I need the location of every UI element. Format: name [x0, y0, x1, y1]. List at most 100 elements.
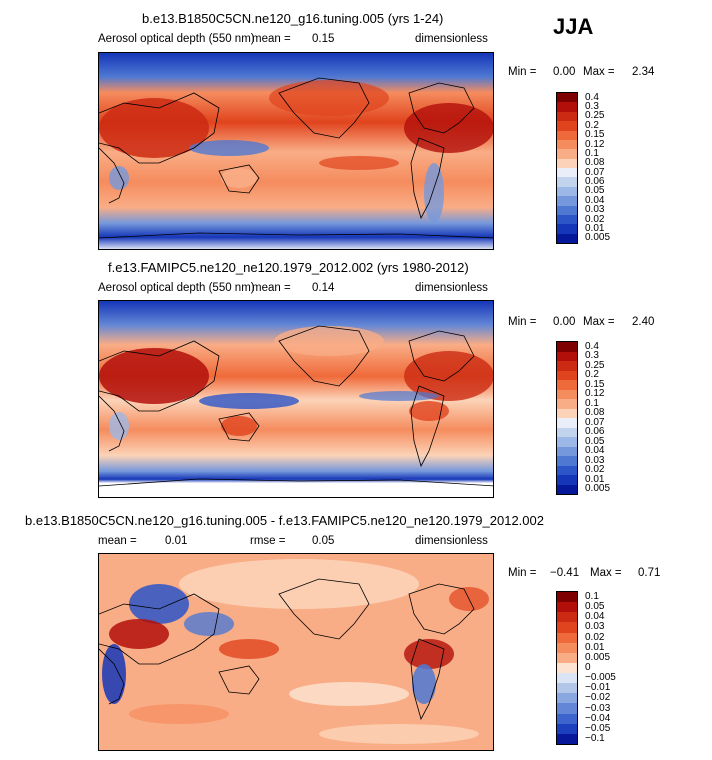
colorbar-tick-label: 0.25 — [585, 110, 605, 122]
panel2-units: dimensionless — [415, 282, 488, 294]
colorbar-tick-label: 0.02 — [585, 213, 605, 225]
colorbar-tick-label: 0.01 — [585, 641, 605, 653]
colorbar-tick-label: 0.04 — [585, 445, 605, 457]
colorbar-segment — [557, 370, 577, 380]
colorbar-segment — [557, 602, 577, 613]
colorbar-tick-label: 0.12 — [585, 138, 605, 150]
colorbar-segment — [557, 456, 577, 466]
colorbar-tick-label: 0.08 — [585, 157, 605, 169]
colorbar-segment — [557, 121, 577, 131]
colorbar-segment — [557, 622, 577, 633]
colorbar-segment — [557, 703, 577, 714]
colorbar-tick-label: 0.01 — [585, 222, 605, 234]
colorbar-tick-label: 0.4 — [585, 340, 599, 352]
panel2-title: f.e13.FAMIPC5.ne120_ne120.1979_2012.002 … — [108, 260, 469, 275]
panel3-rmse-value: 0.05 — [312, 535, 335, 547]
colorbar-segment — [557, 418, 577, 428]
panel1-title: b.e13.B1850C5CN.ne120_g16.tuning.005 (yr… — [142, 11, 444, 26]
panel3-max-value: 0.71 — [638, 567, 661, 579]
colorbar-segment — [557, 389, 577, 399]
panel1-map — [98, 52, 494, 250]
panel3-min-label: Min = — [508, 567, 537, 579]
panel1-units: dimensionless — [415, 33, 488, 45]
colorbar-tick-label: −0.1 — [585, 732, 605, 744]
colorbar-segment — [557, 437, 577, 447]
colorbar-segment — [557, 158, 577, 168]
colorbar-tick-label: 0.15 — [585, 378, 605, 390]
panel2-max-value: 2.40 — [632, 316, 655, 328]
colorbar-segment — [557, 214, 577, 225]
panel2-colorbar — [556, 341, 578, 495]
colorbar-segment — [557, 399, 577, 409]
colorbar-segment — [557, 713, 577, 724]
panel3-colorbar — [556, 591, 578, 745]
panel1-variable: Aerosol optical depth (550 nm) — [98, 33, 255, 45]
colorbar-tick-label: 0.06 — [585, 426, 605, 438]
colorbar-tick-label: −0.01 — [585, 682, 611, 694]
panel2-max-label: Max = — [583, 316, 615, 328]
colorbar-segment — [557, 177, 577, 187]
colorbar-segment — [557, 723, 577, 734]
colorbar-tick-label: 0.08 — [585, 407, 605, 419]
colorbar-tick-label: −0.05 — [585, 722, 611, 734]
colorbar-segment — [557, 139, 577, 150]
colorbar-segment — [557, 351, 577, 361]
colorbar-tick-label: 0.12 — [585, 388, 605, 400]
colorbar-tick-label: 0.01 — [585, 473, 605, 485]
colorbar-tick-label: 0.05 — [585, 185, 605, 197]
panel3-mean-label: mean = — [98, 535, 137, 547]
colorbar-segment — [557, 642, 577, 653]
panel2-min-value: 0.00 — [553, 316, 576, 328]
colorbar-segment — [557, 632, 577, 643]
colorbar-segment — [557, 93, 577, 103]
colorbar-segment — [557, 673, 577, 684]
panel2-map — [98, 300, 494, 498]
panel2-mean-label: mean = — [252, 282, 291, 294]
colorbar-tick-label: −0.03 — [585, 702, 611, 714]
colorbar-segment — [557, 233, 577, 243]
colorbar-tick-label: 0.005 — [585, 651, 611, 663]
colorbar-tick-label: 0.3 — [585, 101, 599, 113]
colorbar-tick-label: 0.05 — [585, 435, 605, 447]
colorbar-tick-label: 0.07 — [585, 166, 605, 178]
panel1-min-value: 0.00 — [553, 66, 576, 78]
panel1-colorbar — [556, 92, 578, 244]
colorbar-segment — [557, 196, 577, 206]
colorbar-tick-label: 0.05 — [585, 601, 605, 613]
colorbar-segment — [557, 168, 577, 178]
colorbar-segment — [557, 693, 577, 704]
panel1-max-value: 2.34 — [632, 66, 655, 78]
colorbar-tick-label: 0.03 — [585, 621, 605, 633]
colorbar-tick-label: 0.2 — [585, 369, 599, 381]
panel2-min-label: Min = — [508, 316, 537, 328]
panel1-mean-label: mean = — [252, 33, 291, 45]
colorbar-segment — [557, 475, 577, 485]
colorbar-segment — [557, 186, 577, 197]
colorbar-tick-label: 0.4 — [585, 91, 599, 103]
colorbar-tick-label: 0.03 — [585, 454, 605, 466]
colorbar-tick-label: 0.1 — [585, 591, 599, 603]
panel3-mean-value: 0.01 — [165, 535, 188, 547]
colorbar-segment — [557, 662, 577, 673]
colorbar-tick-label: 0.15 — [585, 129, 605, 141]
colorbar-segment — [557, 592, 577, 603]
colorbar-segment — [557, 465, 577, 475]
colorbar-tick-label: 0.02 — [585, 464, 605, 476]
colorbar-segment — [557, 733, 577, 744]
panel1-mean-value: 0.15 — [312, 33, 335, 45]
colorbar-segment — [557, 111, 577, 122]
colorbar-tick-label: 0.005 — [585, 232, 611, 244]
panel2-variable: Aerosol optical depth (550 nm) — [98, 282, 255, 294]
panel3-rmse-label: rmse = — [250, 535, 286, 547]
colorbar-tick-label: 0.1 — [585, 397, 599, 409]
panel3-map — [98, 553, 494, 751]
colorbar-tick-label: 0.3 — [585, 350, 599, 362]
colorbar-tick-label: 0.04 — [585, 194, 605, 206]
panel1-max-label: Max = — [583, 66, 615, 78]
colorbar-tick-label: 0.1 — [585, 147, 599, 159]
colorbar-tick-label: 0.02 — [585, 631, 605, 643]
colorbar-segment — [557, 149, 577, 159]
colorbar-tick-label: 0 — [585, 662, 591, 673]
season-label: JJA — [553, 14, 594, 39]
colorbar-segment — [557, 652, 577, 663]
